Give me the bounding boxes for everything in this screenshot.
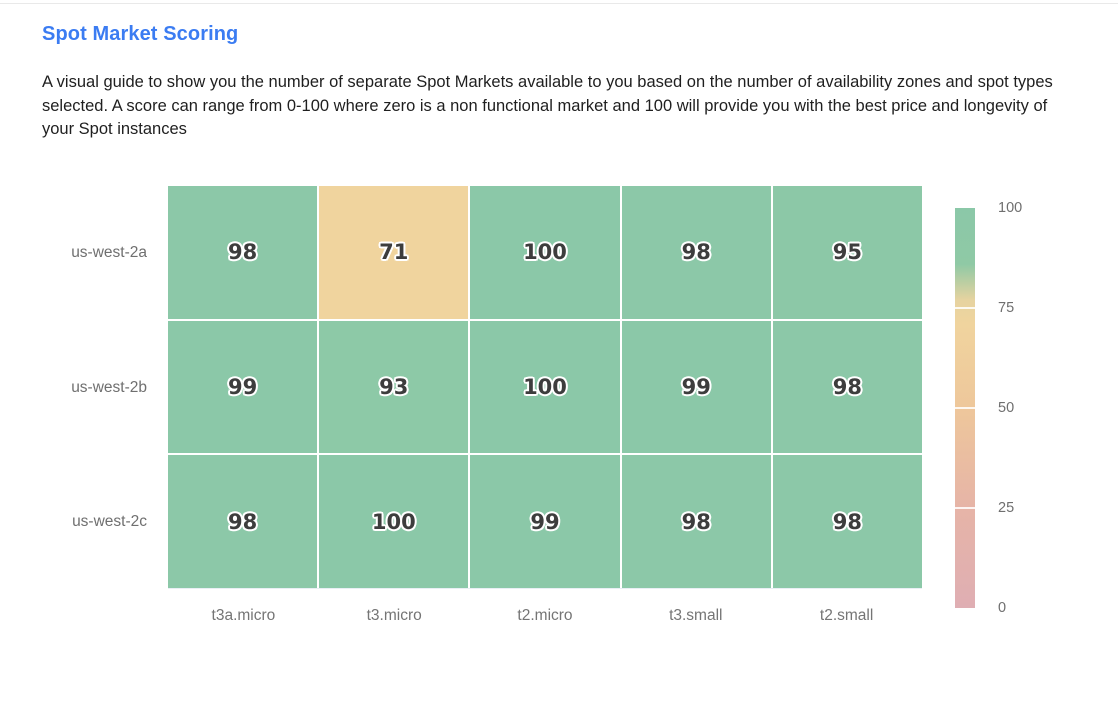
y-axis-label-us-west-2c: us-west-2c: [72, 513, 147, 530]
y-axis-label-us-west-2b: us-west-2b: [71, 379, 147, 396]
x-axis-label-t2.micro: t2.micro: [517, 607, 573, 624]
heatmap-cell-us-west-2b-t3.micro[interactable]: 93: [319, 320, 469, 454]
top-divider: [0, 3, 1118, 4]
heatmap-cell-us-west-2a-t2.small[interactable]: 95: [772, 186, 922, 319]
colorbar-tick-label-25: 25: [998, 500, 1015, 516]
page-description: A visual guide to show you the number of…: [42, 73, 1053, 138]
heatmap-cell-value: 93: [379, 374, 409, 399]
x-axis-label-t3.micro: t3.micro: [366, 607, 422, 624]
x-axis-labels: t3a.micro t3.micro t2.micro t3.small t2.smal…: [168, 606, 922, 626]
colorbar-tick-line: [955, 307, 975, 309]
heatmap-cell-value: 100: [523, 374, 567, 399]
heatmap-cell-us-west-2b-t3.small[interactable]: 99: [621, 320, 771, 454]
heatmap-cell-us-west-2b-t3a.micro[interactable]: 99: [168, 320, 318, 454]
heatmap-cell-value: 99: [530, 509, 560, 534]
heatmap-cell-us-west-2a-t2.micro[interactable]: 100: [470, 186, 620, 319]
heatmap-grid: 98 71 100 98 95 99 93 100 99 98 98 100 99 98 98: [168, 186, 922, 589]
heatmap-cell-value: 100: [371, 509, 416, 534]
heatmap-cell-us-west-2c-t2.small[interactable]: 98: [772, 455, 922, 588]
colorbar-tick-label-100: 100: [998, 200, 1023, 216]
heatmap-cell-value: 95: [832, 240, 862, 265]
x-axis-label-t2.small: t2.small: [819, 607, 874, 624]
heatmap-cell-us-west-2c-t3a.micro[interactable]: 98: [168, 455, 318, 588]
heatmap-cell-us-west-2a-t3.micro[interactable]: 71: [319, 186, 469, 319]
colorbar-tick-label-0: 0: [998, 600, 1007, 616]
y-axis-labels: us-west-2a us-west-2b us-west-2c: [0, 186, 147, 589]
heatmap-cell-value: 98: [832, 374, 862, 399]
heatmap-cell-us-west-2a-t3.small[interactable]: 98: [621, 186, 771, 319]
x-axis-label-t3a.micro: t3a.micro: [211, 607, 276, 624]
heatmap-cell-value: 100: [523, 240, 567, 265]
heatmap-cell-value: 99: [681, 374, 711, 399]
heatmap-cell-us-west-2b-t2.micro[interactable]: 100: [470, 320, 620, 454]
heatmap-cell-value: 99: [227, 374, 258, 399]
x-axis-label-t3.small: t3.small: [669, 607, 723, 624]
heatmap-cell-us-west-2c-t3.small[interactable]: 98: [621, 455, 771, 588]
heatmap-cell-value: 98: [681, 240, 711, 265]
colorbar-tick-label-75: 75: [998, 300, 1015, 316]
heatmap-cell-value: 71: [379, 240, 409, 265]
heatmap-cell-us-west-2b-t2.small[interactable]: 98: [772, 320, 922, 454]
heatmap-cell-us-west-2c-t2.micro[interactable]: 99: [470, 455, 620, 588]
colorbar-tick-line: [955, 507, 975, 509]
colorbar-tick-label-50: 50: [998, 400, 1015, 416]
heatmap-cell-value: 98: [227, 240, 258, 265]
heatmap-cell-us-west-2a-t3a.micro[interactable]: 98: [168, 186, 318, 319]
heatmap-cell-us-west-2c-t3.micro[interactable]: 100: [319, 455, 469, 588]
colorbar: 100 75 50 25 0: [955, 200, 1022, 616]
heatmap-cell-value: 98: [832, 509, 862, 534]
heatmap-cell-value: 98: [681, 509, 711, 534]
colorbar-tick-line: [955, 407, 975, 409]
y-axis-label-us-west-2a: us-west-2a: [71, 244, 147, 261]
heatmap-cell-value: 98: [227, 509, 258, 534]
page-title: Spot Market Scoring: [42, 23, 239, 45]
